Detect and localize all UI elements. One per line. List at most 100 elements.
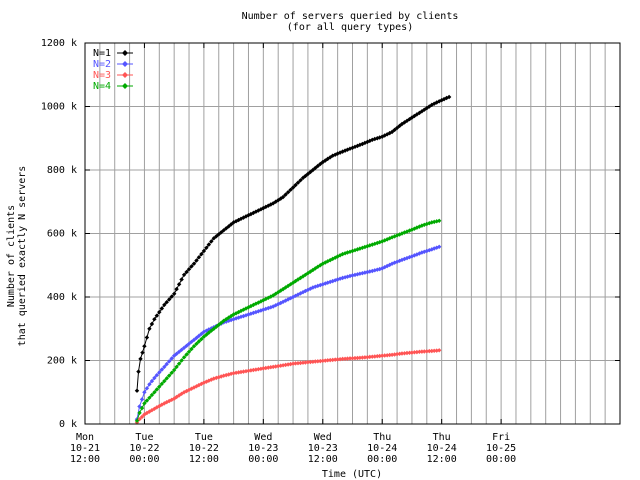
data-point-n1 (184, 269, 189, 275)
data-point-n4 (166, 373, 172, 378)
y-tick-label: 800 k (47, 165, 77, 176)
data-point-n1 (191, 261, 197, 266)
data-point-n1 (310, 167, 316, 173)
data-point-n4 (139, 405, 145, 411)
x-tick-label: Wed 10-23 12:00 (308, 432, 338, 465)
data-point-n1 (154, 313, 160, 318)
y-tick-label: 1200 k (41, 38, 77, 49)
y-axis-label: Number of clients (6, 205, 17, 307)
data-point-n4 (174, 364, 179, 370)
data-point-n4 (142, 401, 147, 406)
data-point-n4 (273, 291, 278, 297)
x-tick-label-line: 10-23 (248, 443, 278, 454)
data-point-n1 (412, 113, 417, 119)
chart-title: Number of servers queried by clients (242, 11, 459, 22)
data-point-n4 (196, 339, 202, 344)
data-point-n2 (174, 351, 179, 357)
data-point-n4 (149, 392, 155, 398)
data-point-n4 (144, 398, 150, 403)
data-point-n4 (189, 346, 194, 352)
data-point-n4 (218, 320, 224, 326)
data-point-n2 (436, 244, 442, 250)
data-point-n1 (157, 309, 162, 315)
legend-marker-n4 (122, 83, 128, 89)
data-point-n3 (174, 394, 179, 400)
data-point-n4 (293, 278, 298, 284)
grid (85, 43, 620, 424)
data-point-n1 (179, 277, 184, 282)
data-point-n1 (295, 180, 301, 185)
legend-marker-n3 (122, 72, 128, 78)
data-point-n1 (300, 175, 306, 181)
data-point-n1 (285, 189, 291, 195)
data-point-n4 (283, 285, 288, 290)
series-n3 (134, 348, 442, 425)
data-point-n2 (169, 356, 174, 361)
data-point-n3 (137, 416, 142, 422)
data-point-n2 (137, 404, 142, 409)
data-point-n2 (179, 347, 184, 353)
data-point-n1 (194, 258, 199, 263)
data-point-n1 (186, 266, 192, 272)
data-point-n4 (186, 349, 192, 355)
data-point-n1 (303, 173, 308, 179)
x-tick-label: Mon 10-21 12:00 (70, 432, 100, 465)
data-point-n4 (201, 334, 207, 339)
data-point-n1 (325, 156, 330, 162)
x-tick-label-line: Tue (195, 432, 213, 443)
data-point-n4 (436, 218, 442, 224)
data-point-n4 (216, 322, 222, 328)
x-tick-label: Fri 10-25 00:00 (486, 432, 516, 465)
legend-label-n2: N=2 (93, 59, 111, 70)
data-point-n2 (199, 331, 204, 337)
data-point-n1 (221, 228, 226, 233)
data-point-n1 (206, 242, 212, 247)
data-point-n1 (275, 197, 281, 203)
chart-subtitle: (for all query types) (287, 22, 413, 33)
data-point-n4 (270, 293, 276, 298)
data-point-n1 (389, 129, 395, 135)
data-point-n1 (176, 282, 182, 287)
data-point-n3 (139, 414, 145, 420)
data-point-n4 (134, 418, 140, 424)
data-point-n4 (214, 324, 219, 330)
data-point-n1 (298, 178, 303, 183)
data-point-n4 (223, 316, 229, 322)
data-point-n1 (417, 110, 422, 116)
y-axis: 0 k 200 k 400 k 600 k 800 k 1000 k 1200 k (41, 38, 620, 430)
data-point-n4 (280, 286, 286, 292)
data-point-n1 (166, 297, 172, 302)
legend-label-n3: N=3 (93, 70, 111, 81)
x-tick-label-line: Wed (254, 432, 272, 443)
data-point-n2 (176, 349, 182, 355)
x-tick-label-line: Thu (433, 432, 451, 443)
data-point-n4 (199, 336, 204, 342)
legend-label-n1: N=1 (93, 48, 111, 59)
data-point-n1 (226, 224, 231, 229)
x-tick-label-line: 12:00 (308, 454, 338, 465)
x-tick-label-line: 10-21 (70, 443, 100, 454)
x-tick-label-line: 10-24 (427, 443, 457, 454)
data-point-n1 (211, 236, 217, 241)
x-tick-label-line: 10-22 (129, 443, 159, 454)
data-point-n1 (392, 127, 397, 133)
data-point-n2 (139, 397, 145, 402)
x-tick-label: Wed 10-23 00:00 (248, 432, 278, 465)
data-point-n1 (308, 169, 313, 175)
data-point-n1 (216, 232, 222, 237)
data-point-n4 (169, 370, 174, 376)
data-point-n2 (164, 361, 169, 367)
data-point-n1 (293, 182, 298, 188)
x-tick-label-line: 00:00 (367, 454, 397, 465)
data-point-n1 (204, 245, 209, 251)
x-tick-label-line: Thu (373, 432, 391, 443)
data-point-n1 (218, 230, 224, 235)
data-point-n4 (211, 326, 217, 332)
data-point-n1 (209, 239, 214, 244)
series-layer (134, 94, 452, 425)
data-point-n4 (285, 283, 291, 289)
data-point-n1 (315, 163, 321, 169)
y-tick-label: 0 k (59, 419, 77, 430)
y-tick-label: 200 k (47, 356, 77, 367)
